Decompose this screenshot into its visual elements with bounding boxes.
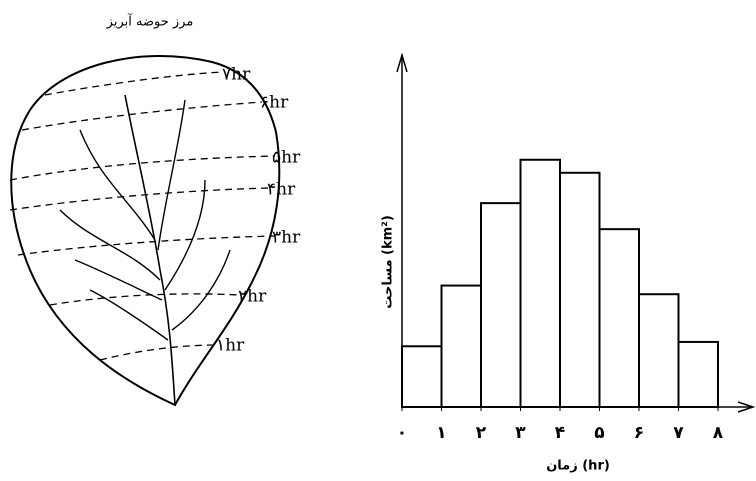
isochrone-label: ۳hr [272, 228, 301, 248]
x-tick-label: ۷ [673, 423, 684, 443]
bar [677, 340, 719, 408]
x-tick-label: ۳ [515, 423, 526, 443]
y-arrow [396, 52, 408, 73]
bar [559, 171, 601, 408]
watershed-title: مرز حوضه آبریز [106, 13, 194, 30]
x-tick-label: ۱ [436, 423, 446, 443]
x-tick-label: ۶ [634, 423, 644, 443]
isochrone-label: ۶hr [260, 93, 289, 113]
x-arrow [737, 401, 756, 413]
x-tick-label: ۲ [476, 423, 487, 443]
x-tick-label: ۸ [713, 423, 724, 443]
main-stream [124, 94, 176, 406]
isochrone-label: ۴hr [267, 180, 296, 200]
bar [480, 202, 522, 408]
x-tick-label: ۴ [555, 423, 565, 443]
bar [401, 345, 443, 408]
bar [440, 284, 482, 408]
boundary [10, 55, 281, 407]
isochrone-label: ۵hr [272, 148, 301, 168]
bar [638, 293, 680, 409]
x-axis-label: زمان (hr) [546, 459, 610, 474]
bar [519, 158, 561, 408]
isochrone-label: ۲hr [238, 287, 267, 307]
watershed [9, 55, 281, 407]
x-tick-label: ۰ [397, 423, 407, 443]
isochrones [9, 71, 276, 361]
bar [598, 228, 640, 408]
tributaries [59, 99, 231, 341]
x-tick-label: ۵ [594, 423, 604, 443]
isochrone-label: ۱hr [216, 336, 245, 356]
y-axis-label: مساحت (km²) [381, 215, 396, 309]
isochrone-label: ۷hr [222, 65, 251, 85]
